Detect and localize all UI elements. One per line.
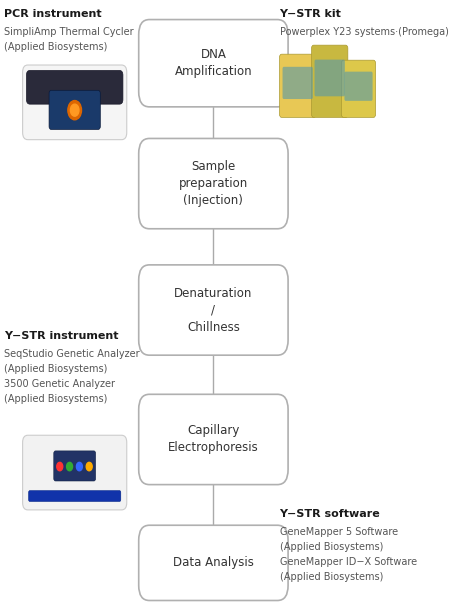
FancyBboxPatch shape — [282, 67, 313, 99]
FancyBboxPatch shape — [29, 491, 121, 501]
FancyBboxPatch shape — [26, 70, 123, 104]
Text: GeneMapper ID−X Software: GeneMapper ID−X Software — [280, 557, 417, 567]
Text: (Applied Biosystems): (Applied Biosystems) — [280, 572, 383, 582]
FancyBboxPatch shape — [23, 435, 127, 510]
Text: (Applied Biosystems): (Applied Biosystems) — [280, 542, 383, 552]
FancyBboxPatch shape — [280, 54, 316, 117]
FancyBboxPatch shape — [23, 65, 127, 140]
Text: SimpliAmp Thermal Cycler: SimpliAmp Thermal Cycler — [4, 27, 134, 37]
Circle shape — [70, 104, 79, 116]
Text: PCR instrument: PCR instrument — [4, 9, 102, 19]
Text: SeqStudio Genetic Analyzer: SeqStudio Genetic Analyzer — [4, 349, 140, 359]
Text: Powerplex Y23 systems·(Promega): Powerplex Y23 systems·(Promega) — [280, 27, 448, 37]
Text: Y−STR kit: Y−STR kit — [280, 9, 341, 19]
Point — [210, 465, 217, 474]
Circle shape — [77, 462, 82, 471]
Text: (Applied Biosystems): (Applied Biosystems) — [4, 364, 108, 374]
Text: 3500 Genetic Analyzer: 3500 Genetic Analyzer — [4, 379, 115, 389]
Text: Y−STR software: Y−STR software — [280, 509, 380, 519]
Circle shape — [57, 462, 63, 471]
FancyBboxPatch shape — [49, 90, 100, 129]
Point — [210, 87, 217, 96]
FancyBboxPatch shape — [139, 19, 288, 107]
Text: Y−STR instrument: Y−STR instrument — [4, 331, 119, 341]
FancyBboxPatch shape — [345, 72, 373, 101]
FancyBboxPatch shape — [139, 394, 288, 485]
FancyBboxPatch shape — [341, 60, 376, 117]
Text: (Applied Biosystems): (Applied Biosystems) — [4, 42, 108, 52]
Point — [210, 209, 217, 219]
Point — [210, 147, 217, 157]
Text: (Applied Biosystems): (Applied Biosystems) — [4, 394, 108, 405]
Point — [210, 335, 217, 345]
FancyBboxPatch shape — [314, 60, 345, 96]
FancyBboxPatch shape — [139, 138, 288, 229]
Text: GeneMapper 5 Software: GeneMapper 5 Software — [280, 527, 398, 537]
Text: Denaturation
/
Chillness: Denaturation / Chillness — [174, 287, 252, 334]
FancyBboxPatch shape — [139, 525, 288, 601]
Text: Data Analysis: Data Analysis — [173, 556, 254, 569]
FancyBboxPatch shape — [54, 451, 95, 481]
Circle shape — [86, 462, 92, 471]
Circle shape — [68, 101, 81, 120]
FancyBboxPatch shape — [139, 265, 288, 355]
FancyBboxPatch shape — [312, 45, 348, 117]
Point — [210, 534, 217, 544]
Point — [210, 403, 217, 412]
Circle shape — [67, 462, 72, 471]
Point — [210, 273, 217, 283]
Text: Sample
preparation
(Injection): Sample preparation (Injection) — [179, 160, 248, 207]
Text: Capillary
Electrophoresis: Capillary Electrophoresis — [168, 424, 259, 455]
Text: DNA
Amplification: DNA Amplification — [174, 48, 252, 78]
